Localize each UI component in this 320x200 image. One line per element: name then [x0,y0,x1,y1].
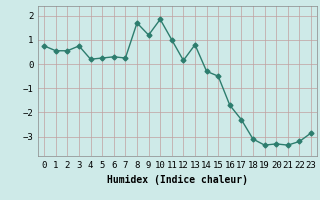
X-axis label: Humidex (Indice chaleur): Humidex (Indice chaleur) [107,175,248,185]
